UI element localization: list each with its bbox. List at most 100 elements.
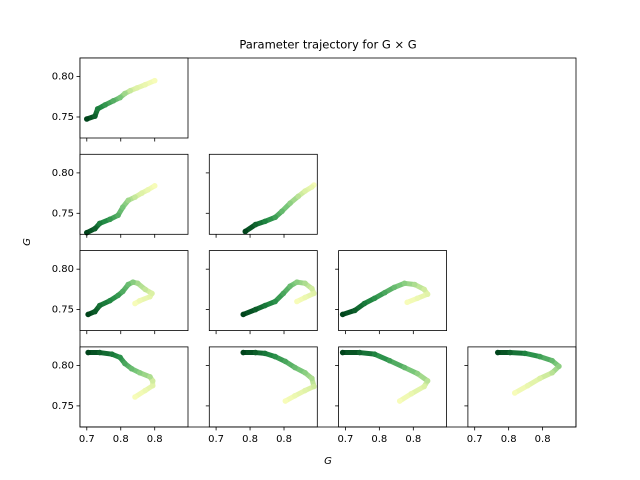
trajectory-point bbox=[411, 281, 418, 288]
trajectory-point bbox=[272, 214, 278, 221]
trajectory-point bbox=[151, 77, 158, 84]
x-tick-label: 0.8 bbox=[371, 434, 387, 445]
trajectory-point bbox=[272, 298, 278, 305]
trajectory-point bbox=[109, 351, 115, 357]
trajectory-point bbox=[494, 349, 501, 356]
panel-frame bbox=[338, 346, 448, 428]
trajectory-point bbox=[252, 349, 259, 356]
trajectory-point bbox=[282, 398, 289, 404]
panel-frame bbox=[467, 346, 577, 428]
x-tick-label: 0.8 bbox=[242, 434, 258, 445]
y-tick-label: 0.75 bbox=[52, 305, 74, 316]
trajectory-point bbox=[339, 349, 346, 356]
trajectory-point bbox=[128, 365, 135, 372]
x-tick-label: 0.7 bbox=[208, 434, 224, 445]
trajectory-point bbox=[381, 289, 388, 296]
trajectory-point bbox=[302, 280, 308, 287]
trajectory-point bbox=[134, 85, 140, 91]
trajectory-point bbox=[421, 383, 427, 390]
x-tick-label: 0.8 bbox=[405, 434, 421, 445]
trajectory-point bbox=[279, 208, 285, 215]
trajectory-point bbox=[142, 387, 149, 394]
trajectory-point bbox=[240, 349, 247, 356]
trajectory-point bbox=[396, 398, 403, 404]
trajectory-point bbox=[115, 292, 121, 299]
outer-axes bbox=[79, 57, 577, 428]
trajectory-point bbox=[386, 357, 393, 364]
panel-background bbox=[209, 346, 318, 427]
panel-background bbox=[80, 346, 188, 427]
trajectory-point bbox=[136, 369, 143, 376]
trajectory-point bbox=[83, 116, 90, 122]
trajectory-point bbox=[117, 354, 123, 361]
x-tick-label: 0.7 bbox=[337, 434, 353, 445]
x-tick-label: 0.8 bbox=[113, 434, 129, 445]
trajectory-point bbox=[302, 294, 308, 301]
trajectory-point bbox=[371, 295, 378, 302]
trajectory-point bbox=[272, 353, 278, 360]
panel-frame bbox=[79, 57, 189, 139]
panel-frame bbox=[79, 346, 189, 428]
trajectory-point bbox=[421, 286, 427, 293]
y-axis-label: G bbox=[22, 238, 33, 246]
panel-frame bbox=[338, 250, 448, 332]
trajectory-point bbox=[356, 349, 363, 356]
trajectory-point bbox=[149, 382, 156, 389]
y-tick-label: 0.75 bbox=[52, 401, 74, 412]
trajectory-point bbox=[414, 370, 421, 377]
panel-background bbox=[80, 154, 188, 235]
x-tick-label: 0.7 bbox=[79, 434, 95, 445]
trajectory-point bbox=[147, 373, 153, 380]
trajectory-point bbox=[94, 106, 101, 112]
trajectory-point bbox=[132, 394, 138, 400]
trajectory-point bbox=[401, 280, 408, 287]
panel-frame bbox=[79, 153, 189, 235]
x-tick-label: 0.8 bbox=[276, 434, 292, 445]
trajectory-point bbox=[92, 225, 98, 232]
trajectory-point bbox=[401, 364, 408, 371]
trajectory-point bbox=[309, 285, 315, 292]
panel-background bbox=[80, 58, 188, 138]
trajectory-point bbox=[122, 90, 128, 97]
trajectory-point bbox=[85, 349, 91, 356]
trajectory-point bbox=[119, 288, 126, 295]
x-tick-label: 0.7 bbox=[467, 434, 483, 445]
panel-frame bbox=[79, 250, 189, 332]
trajectory-point bbox=[522, 350, 528, 357]
trajectory-point bbox=[96, 349, 103, 356]
trajectory-point bbox=[125, 197, 132, 204]
trajectory-point bbox=[309, 184, 315, 190]
trajectory-point bbox=[92, 308, 98, 315]
trajectory-point bbox=[287, 283, 293, 289]
trajectory-point bbox=[117, 94, 123, 101]
trajectory-point bbox=[107, 216, 113, 223]
trajectory-point bbox=[134, 280, 141, 287]
trajectory-point bbox=[122, 360, 128, 367]
trajectory-point bbox=[302, 387, 308, 394]
trajectory-point bbox=[280, 290, 287, 297]
trajectory-point bbox=[107, 297, 113, 304]
trajectory-point bbox=[287, 200, 293, 206]
trajectory-point bbox=[507, 349, 513, 356]
chart-title: Parameter trajectory for G × G bbox=[239, 38, 416, 52]
trajectory-point bbox=[132, 300, 138, 307]
trajectory-point bbox=[149, 378, 156, 384]
trajectory-point bbox=[311, 383, 317, 390]
trajectory-point bbox=[142, 286, 149, 293]
trajectory-point bbox=[424, 291, 431, 298]
trajectory-point bbox=[556, 363, 562, 370]
trajectory-point bbox=[408, 390, 415, 397]
y-tick-label: 0.75 bbox=[52, 208, 74, 219]
trajectory-point bbox=[96, 220, 103, 227]
trajectory-point bbox=[549, 369, 555, 376]
trajectory-point bbox=[96, 302, 103, 309]
trajectory-point bbox=[282, 358, 289, 365]
trajectory-point bbox=[295, 193, 302, 200]
x-tick-label: 0.8 bbox=[535, 434, 551, 445]
x-tick-label: 0.8 bbox=[501, 434, 517, 445]
trajectory-point bbox=[262, 302, 268, 309]
trajectory-point bbox=[537, 375, 543, 382]
trajectory-point bbox=[240, 311, 247, 318]
trajectory-point bbox=[424, 378, 431, 384]
trajectory-point bbox=[145, 187, 151, 193]
